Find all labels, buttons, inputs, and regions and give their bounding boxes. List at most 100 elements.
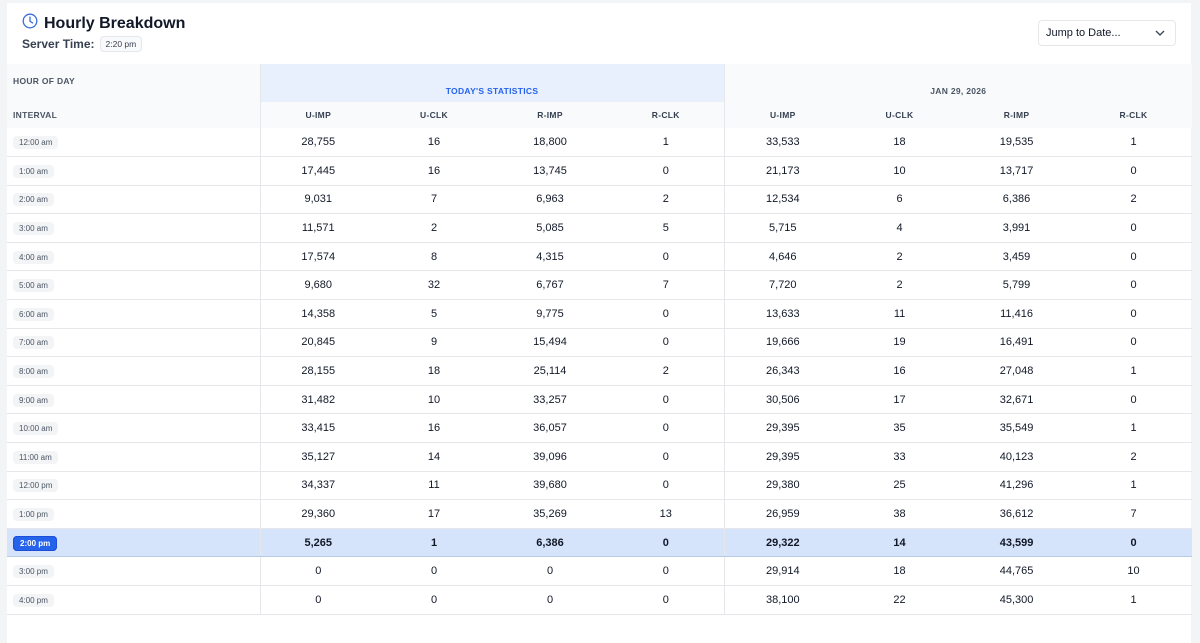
cell-u-clk: 22: [841, 585, 959, 615]
interval-badge: 5:00 am: [13, 279, 54, 293]
interval-badge: 9:00 am: [13, 393, 54, 407]
cell-u-imp: 29,914: [723, 556, 842, 586]
hourly-table: HOUR OF DAY TODAY'S STATISTICS JAN 29, 2…: [7, 64, 1193, 615]
cell-u-imp: 12,534: [723, 185, 842, 215]
cell-r-imp: 39,680: [492, 471, 608, 501]
past-date-header: JAN 29, 2026: [723, 64, 1193, 102]
cell-r-imp: 40,123: [958, 442, 1076, 472]
table-row[interactable]: 3:00 am 11,571 2 5,085 5 5,715 4 3,991 0: [7, 213, 1193, 243]
table-row[interactable]: 8:00 am 28,155 18 25,114 2 26,343 16 27,048 1: [7, 356, 1193, 386]
cell-r-imp: 43,599: [958, 528, 1076, 558]
table-row[interactable]: 10:00 am 33,415 16 36,057 0 29,395 35 35,549 1: [7, 413, 1193, 444]
cell-r-clk: 7: [608, 270, 725, 301]
interval-badge: 11:00 am: [13, 450, 58, 464]
cell-r-imp: 3,991: [958, 213, 1076, 243]
cell-u-imp: 9,680: [259, 270, 376, 301]
cell-r-imp: 39,096: [492, 442, 608, 472]
cell-r-clk: 0: [608, 156, 725, 186]
card-header: Hourly Breakdown Server Time: 2:20 pm Ju…: [7, 3, 1191, 64]
cell-u-clk: 18: [376, 356, 492, 386]
cell-r-imp: 45,300: [958, 585, 1076, 615]
cell-r-clk: 0: [1075, 528, 1193, 558]
interval-badge: 1:00 pm: [13, 508, 54, 522]
cell-u-clk: 6: [841, 185, 959, 215]
cell-u-imp: 33,533: [723, 128, 842, 158]
hourly-breakdown-card: Hourly Breakdown Server Time: 2:20 pm Ju…: [7, 3, 1193, 643]
table-row[interactable]: 12:00 pm 34,337 11 39,680 0 29,380 25 41,296 1: [7, 471, 1193, 501]
cell-u-clk: 19: [841, 328, 959, 358]
cell-u-imp: 21,173: [723, 156, 842, 186]
cell-r-imp: 15,494: [492, 328, 608, 358]
table-row[interactable]: 7:00 am 20,845 9 15,494 0 19,666 19 16,491 0: [7, 328, 1193, 358]
clock-icon: [22, 13, 38, 34]
cell-u-imp: 35,127: [259, 442, 376, 472]
cell-r-clk: 1: [1075, 585, 1193, 615]
jump-to-date-select[interactable]: Jump to Date...: [1038, 20, 1176, 46]
cell-u-clk: 18: [841, 556, 959, 586]
cell-u-clk: 5: [376, 299, 492, 329]
table-row[interactable]: 11:00 am 35,127 14 39,096 0 29,395 33 40,123 2: [7, 442, 1193, 472]
cell-r-imp: 6,767: [492, 270, 608, 301]
cell-u-clk: 1: [376, 528, 492, 558]
column-header-u-imp: U-IMP: [259, 102, 376, 128]
cell-r-imp: 27,048: [958, 356, 1076, 386]
cell-u-clk: 0: [376, 585, 492, 615]
cell-r-clk: 2: [608, 356, 725, 386]
table-row[interactable]: 4:00 am 17,574 8 4,315 0 4,646 2 3,459 0: [7, 242, 1193, 272]
cell-r-clk: 0: [608, 442, 725, 472]
table-row[interactable]: 12:00 am 28,755 16 18,800 1 33,533 18 19,535 1: [7, 128, 1193, 158]
cell-u-clk: 18: [841, 128, 959, 158]
cell-u-clk: 14: [376, 442, 492, 472]
cell-r-clk: 0: [608, 585, 725, 615]
cell-u-clk: 16: [841, 356, 959, 386]
cell-u-clk: 10: [841, 156, 959, 186]
cell-u-clk: 2: [841, 270, 959, 301]
cell-r-imp: 13,717: [958, 156, 1076, 186]
interval-cell: 3:00 am: [7, 213, 260, 243]
cell-u-clk: 16: [376, 413, 492, 444]
interval-badge: 3:00 am: [13, 222, 54, 236]
cell-u-clk: 33: [841, 442, 959, 472]
cell-r-clk: 0: [608, 528, 725, 558]
cell-u-imp: 29,395: [723, 442, 842, 472]
column-header-u-clk: U-CLK: [376, 102, 492, 128]
interval-cell: 6:00 am: [7, 299, 260, 329]
table-row[interactable]: 2:00 pm 5,265 1 6,386 0 29,322 14 43,599 0: [7, 528, 1193, 558]
table-row[interactable]: 1:00 pm 29,360 17 35,269 13 26,959 38 36,612 7: [7, 499, 1193, 529]
table-row[interactable]: 4:00 pm 0 0 0 0 38,100 22 45,300 1: [7, 585, 1193, 615]
cell-u-imp: 17,574: [259, 242, 376, 272]
title-text: Hourly Breakdown: [44, 14, 186, 32]
cell-r-imp: 6,386: [492, 528, 608, 558]
interval-badge: 7:00 am: [13, 336, 54, 350]
cell-u-clk: 8: [376, 242, 492, 272]
table-row[interactable]: 6:00 am 14,358 5 9,775 0 13,633 11 11,416 0: [7, 299, 1193, 329]
cell-u-imp: 31,482: [259, 385, 376, 415]
interval-badge: 1:00 am: [13, 164, 54, 178]
cell-u-imp: 29,360: [259, 499, 376, 529]
table-row[interactable]: 1:00 am 17,445 16 13,745 0 21,173 10 13,717 0: [7, 156, 1193, 186]
interval-cell: 12:00 am: [7, 128, 260, 158]
cell-u-clk: 25: [841, 471, 959, 501]
interval-cell: 7:00 am: [7, 328, 260, 358]
cell-r-imp: 16,491: [958, 328, 1076, 358]
interval-cell: 4:00 pm: [7, 585, 260, 615]
interval-cell: 9:00 am: [7, 385, 260, 415]
table-row[interactable]: 5:00 am 9,680 32 6,767 7 7,720 2 5,799 0: [7, 270, 1193, 301]
cell-r-imp: 36,057: [492, 413, 608, 444]
cell-r-clk: 0: [608, 242, 725, 272]
column-header-r-imp: R-IMP: [958, 102, 1076, 128]
table-row[interactable]: 2:00 am 9,031 7 6,963 2 12,534 6 6,386 2: [7, 185, 1193, 215]
table-row[interactable]: 9:00 am 31,482 10 33,257 0 30,506 17 32,671 0: [7, 385, 1193, 415]
table-row[interactable]: 3:00 pm 0 0 0 0 29,914 18 44,765 10: [7, 556, 1193, 586]
cell-r-imp: 6,386: [958, 185, 1076, 215]
server-time-label: Server Time:: [22, 37, 95, 51]
table-body: 12:00 am 28,755 16 18,800 1 33,533 18 19,535 1 1:…: [7, 128, 1193, 615]
todays-statistics-header: TODAY'S STATISTICS: [259, 64, 725, 102]
cell-u-imp: 26,343: [723, 356, 842, 386]
column-header-r-clk: R-CLK: [1075, 102, 1193, 128]
cell-u-imp: 14,358: [259, 299, 376, 329]
cell-r-clk: 1: [1075, 471, 1193, 501]
column-header-u-clk: U-CLK: [841, 102, 959, 128]
cell-u-clk: 0: [376, 556, 492, 586]
cell-u-imp: 20,845: [259, 328, 376, 358]
